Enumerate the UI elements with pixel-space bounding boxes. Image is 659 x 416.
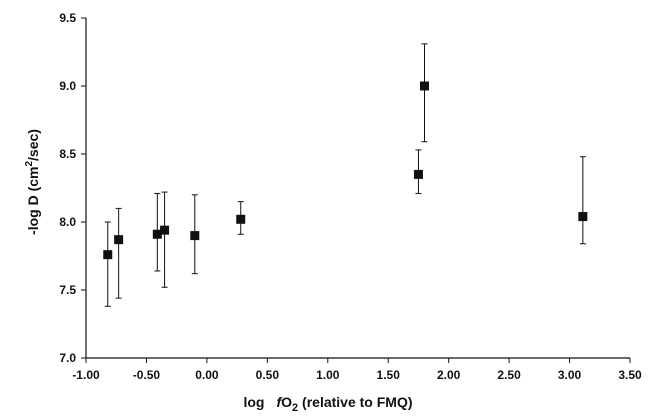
square-marker [578,212,588,222]
x-axis-title-suffix: (relative to FMQ) [298,394,412,410]
y-axis-title-superscript: 2 [24,161,35,167]
x-axis-title-species: O [281,394,292,410]
data-point [578,156,588,245]
square-marker [190,231,200,241]
data-point [236,201,246,235]
data-point [419,43,429,143]
x-tick-label: 0.50 [256,368,280,382]
data-point [152,192,162,272]
x-axis-title-subscript: 2 [292,402,298,414]
x-tick-label: 1.50 [377,368,401,382]
square-marker [419,81,429,91]
square-marker [413,169,423,179]
x-tick-label: 0.00 [195,368,219,382]
square-marker [160,225,170,235]
x-tick-label: 3.00 [558,368,582,382]
x-tick-label: 2.00 [437,368,461,382]
y-tick-label: 7.5 [59,283,76,297]
square-marker [103,250,113,260]
y-tick-label: 7.0 [59,351,76,365]
x-tick-label: 1.00 [316,368,340,382]
x-tick-label: 3.50 [618,368,642,382]
x-axis-title: log fO2 (relative to FMQ) [243,394,412,414]
x-axis-title-prefix: log [243,394,264,410]
x-tick-label: 2.50 [497,368,521,382]
data-point [114,207,124,299]
y-axis-title-main: -log D (cm [25,167,41,235]
data-point [160,191,170,288]
data-point [103,221,113,307]
y-tick-label: 9.0 [59,79,76,93]
square-marker [114,235,124,245]
axes [85,18,630,359]
x-axis-title-variable: f [276,394,282,410]
y-axis-title-units: /sec) [25,129,41,161]
x-tick-label: -0.50 [133,368,161,382]
y-axis-ticks: 7.0 7.5 8.0 8.5 9.0 9.5 [59,11,86,365]
x-axis-ticks: -1.00 -0.50 0.00 0.50 1.00 1.50 2.00 2.50 3.00 3.… [72,358,642,382]
data-points [103,43,588,307]
data-point [190,194,200,275]
x-tick-label: -1.00 [72,368,100,382]
y-tick-label: 8.0 [59,215,76,229]
data-point [413,149,423,194]
y-tick-label: 9.5 [59,11,76,25]
y-axis-title: -log D (cm2/sec) [24,129,41,235]
y-tick-label: 8.5 [59,147,76,161]
square-marker [152,229,162,239]
square-marker [236,214,246,224]
